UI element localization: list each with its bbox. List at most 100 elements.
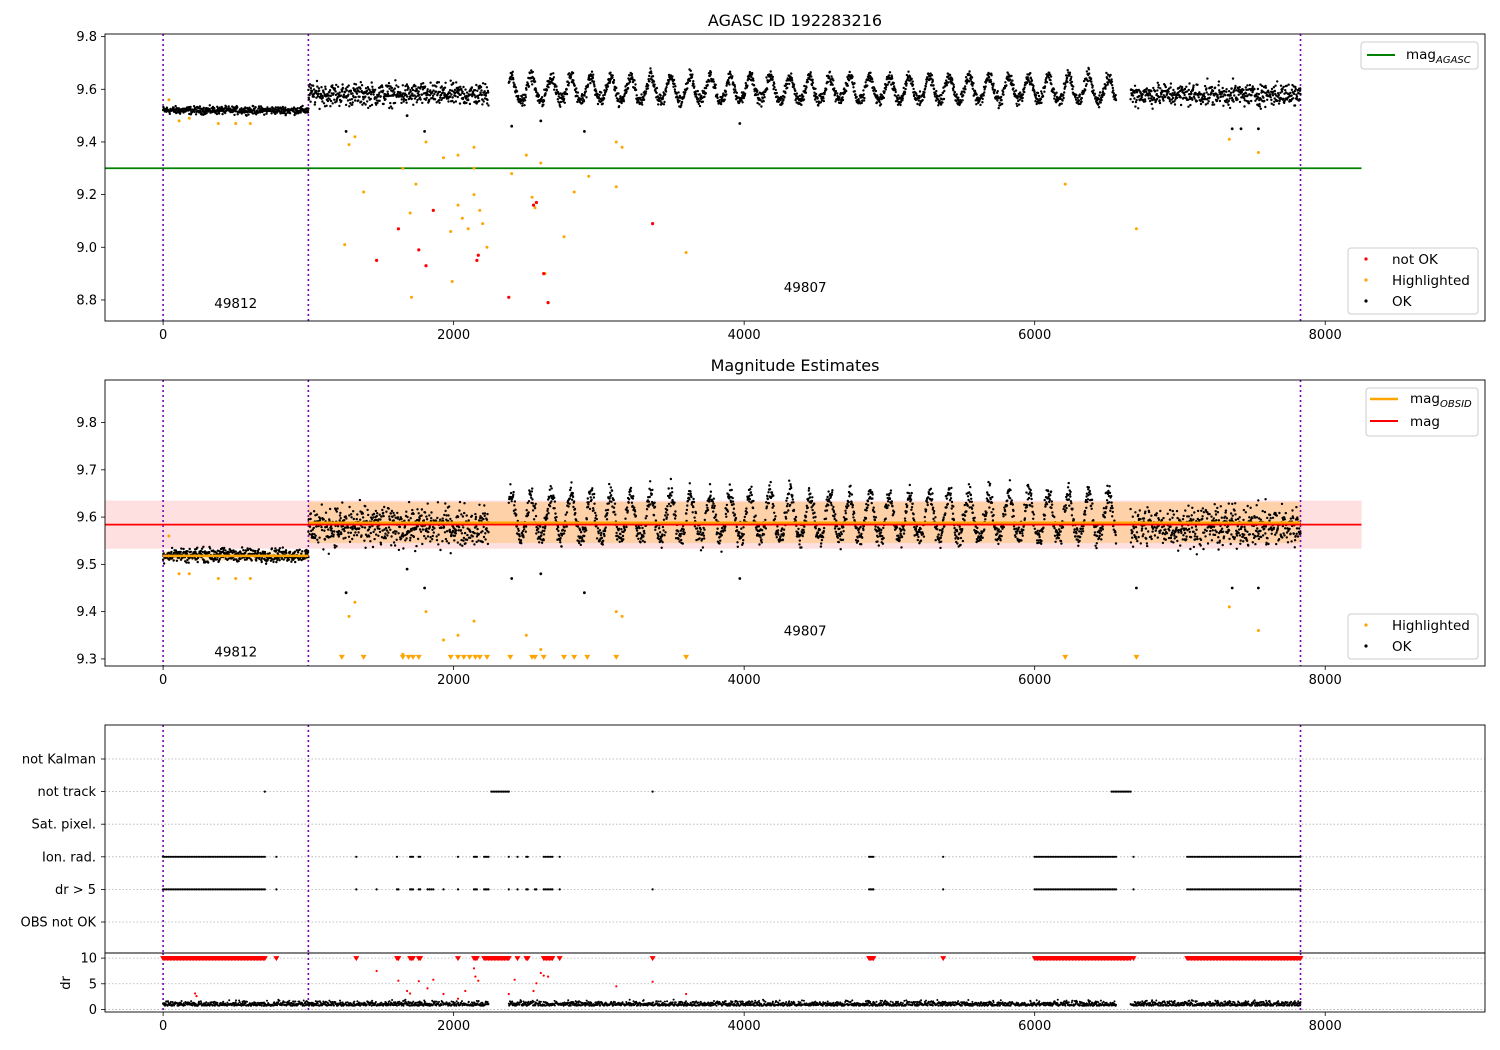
ok-point bbox=[830, 75, 833, 78]
ok-point bbox=[364, 95, 367, 98]
ok-point bbox=[364, 546, 367, 549]
ok-point bbox=[227, 105, 230, 108]
ok-point bbox=[439, 96, 442, 99]
ok-point bbox=[466, 533, 469, 537]
ok-point bbox=[1231, 77, 1235, 80]
ok-point bbox=[358, 527, 361, 530]
ok-point bbox=[431, 534, 434, 538]
agasc-xtick-label: 2000 bbox=[437, 328, 470, 343]
ok-point bbox=[615, 525, 619, 529]
ok-point bbox=[595, 517, 598, 521]
ok-point bbox=[1169, 82, 1173, 85]
ok-point bbox=[1282, 85, 1285, 89]
ok-point bbox=[373, 528, 377, 531]
ok-point bbox=[1173, 91, 1176, 94]
ok-point bbox=[689, 69, 692, 73]
ok-point bbox=[640, 101, 643, 104]
ok-point bbox=[406, 515, 409, 519]
ok-point bbox=[1168, 100, 1172, 103]
ok-point bbox=[366, 86, 370, 89]
ok-point bbox=[418, 528, 422, 531]
ok-point bbox=[979, 103, 982, 107]
ok-point bbox=[391, 515, 394, 518]
ok-point bbox=[480, 519, 483, 522]
ok-point bbox=[655, 86, 659, 90]
ok-point bbox=[907, 70, 910, 73]
ok-point bbox=[332, 533, 335, 536]
ok-point bbox=[633, 86, 636, 90]
ok-point bbox=[256, 111, 260, 114]
ok-point bbox=[327, 552, 330, 555]
ok-point bbox=[1078, 95, 1081, 98]
ok-point bbox=[576, 91, 580, 94]
ok-point bbox=[741, 101, 744, 104]
ok-point bbox=[690, 76, 694, 79]
legend-not-ok-label: not OK bbox=[1392, 252, 1439, 268]
ok-point bbox=[320, 503, 323, 506]
ok-point bbox=[546, 517, 549, 520]
highlighted-point bbox=[450, 280, 454, 283]
ok-point bbox=[1135, 98, 1138, 102]
ok-point bbox=[422, 82, 425, 85]
ok-point bbox=[552, 72, 555, 75]
ok-point bbox=[420, 82, 423, 86]
not-ok-point bbox=[476, 253, 480, 257]
ok-point bbox=[1045, 81, 1049, 84]
ok-point bbox=[322, 91, 325, 94]
ok-point bbox=[406, 95, 409, 98]
ok-point bbox=[790, 78, 794, 82]
ok-point bbox=[1021, 99, 1024, 103]
ok-point bbox=[1203, 84, 1207, 88]
ok-point bbox=[464, 542, 467, 545]
ok-point bbox=[728, 83, 731, 86]
ok-point bbox=[675, 92, 678, 95]
ok-point bbox=[443, 86, 447, 89]
ok-outlier-point bbox=[1230, 127, 1234, 131]
ok-point bbox=[367, 528, 370, 531]
ok-point bbox=[940, 93, 943, 97]
ok-point bbox=[763, 96, 766, 99]
ok-point bbox=[1063, 91, 1066, 94]
ok-point bbox=[635, 529, 639, 532]
ok-point bbox=[342, 93, 346, 96]
ok-point bbox=[594, 511, 597, 515]
ok-point bbox=[628, 74, 631, 77]
ok-point bbox=[619, 95, 622, 98]
ok-point bbox=[482, 100, 485, 103]
ok-point bbox=[1133, 84, 1137, 88]
ok-point bbox=[474, 515, 478, 519]
ok-point bbox=[1172, 88, 1175, 92]
ok-point bbox=[392, 511, 395, 515]
ok-point bbox=[650, 72, 653, 75]
ok-point bbox=[347, 84, 350, 87]
ok-point bbox=[384, 532, 387, 535]
ok-point bbox=[523, 528, 526, 531]
ok-point bbox=[446, 530, 449, 533]
ok-point bbox=[698, 93, 701, 96]
ok-point bbox=[337, 93, 340, 96]
ok-point bbox=[426, 93, 430, 97]
ok-point bbox=[437, 543, 440, 546]
ok-point bbox=[1281, 88, 1284, 91]
ok-point bbox=[432, 531, 435, 534]
ok-point bbox=[1203, 95, 1207, 99]
ok-point bbox=[321, 100, 324, 103]
ok-point bbox=[590, 70, 594, 73]
ok-point bbox=[1140, 95, 1144, 99]
ok-point bbox=[369, 531, 372, 535]
ok-point bbox=[413, 97, 417, 100]
ok-point bbox=[592, 509, 595, 512]
ok-point bbox=[419, 87, 422, 90]
ok-point bbox=[425, 518, 429, 521]
ok-point bbox=[1283, 101, 1286, 105]
ok-point bbox=[731, 75, 734, 78]
ok-point bbox=[993, 88, 996, 92]
ok-point bbox=[359, 81, 362, 84]
ok-point bbox=[284, 549, 288, 552]
ok-point bbox=[522, 536, 525, 539]
ok-point bbox=[172, 106, 175, 110]
ok-point bbox=[381, 85, 384, 89]
ok-outlier-point bbox=[510, 124, 514, 128]
ok-point bbox=[992, 82, 995, 85]
ok-point bbox=[352, 87, 355, 90]
